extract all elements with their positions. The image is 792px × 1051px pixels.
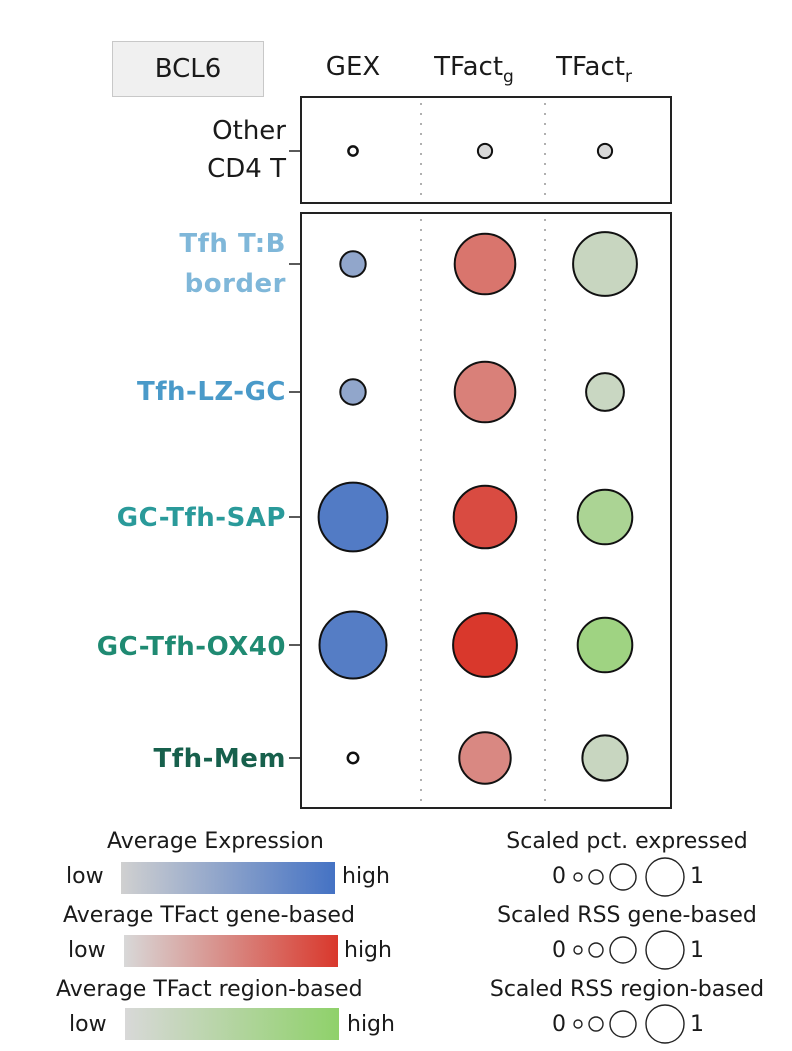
size-legend-min-rss-region: 0 [552,1012,566,1037]
size-legend-circle [573,945,583,955]
size-legend-min-rss-gene: 0 [552,938,566,963]
size-legend-max-rss-region: 1 [690,1012,704,1037]
gradient-bar-tfact-region [125,1008,339,1040]
size-legend-title-rss-gene: Scaled RSS gene-based [497,903,757,928]
legend-low-expression: low [66,864,104,889]
row-label-tfh-lz-gc-text: Tfh-LZ-GC [136,377,286,407]
row-label-tfh-tb-border: Tfh T:B border [179,224,286,304]
legend-high-tfact-gene: high [344,938,392,963]
size-legend-min-pct: 0 [552,864,566,889]
size-legend-circle [588,1016,604,1032]
row-label-other-line1: Other [212,116,286,146]
legend-high-tfact-region: high [347,1012,395,1037]
dot-tfactr-gc-tfh-sap [576,488,634,546]
size-legend-circle [573,1019,583,1029]
row-label-tfh-mem-text: Tfh-Mem [153,744,286,774]
dot-tfactr-tfh-mem [581,734,629,782]
row-label-tfh-lz-gc: Tfh-LZ-GC [137,372,286,412]
dot-tfactr-gc-tfh-ox40 [576,616,634,674]
column-header-tfactg-text: TFact [434,52,504,82]
row-label-gc-tfh-ox40-text: GC-Tfh-OX40 [96,632,286,662]
size-legend-title-rss-region: Scaled RSS region-based [489,977,765,1002]
dot-gex-other-cd4-t [347,145,359,157]
legend-title-expression: Average Expression [107,829,324,854]
row-label-tfh-tb-line2: border [184,269,286,299]
column-header-gex-text: GEX [325,52,381,82]
column-header-tfactg: TFactg [434,52,514,87]
column-header-tfactr-text: TFact [556,52,625,82]
dot-tfactg-tfh-t-b-border [453,232,517,296]
dot-tfactr-tfh-lz-gc [585,372,625,412]
column-header-tfactr-sub: r [624,67,632,87]
dot-gex-tfh-lz-gc [339,378,367,406]
legend-title-tfact-region: Average TFact region-based [56,977,363,1002]
dot-tfactg-gc-tfh-sap [452,484,518,550]
row-label-gc-tfh-sap-text: GC-Tfh-SAP [116,503,286,533]
dot-gex-gc-tfh-ox40 [318,610,388,680]
dot-tfactr-tfh-t-b-border [572,231,638,297]
dots-group [317,142,638,785]
row-label-other-line2: CD4 T [207,154,286,184]
dot-tfactr-other-cd4-t [596,142,614,160]
row-ticks [289,150,301,759]
row-label-tfh-tb-line1: Tfh T:B [179,229,286,259]
dot-tfactg-tfh-mem [458,731,512,785]
size-legend-circle [645,1004,685,1044]
dot-tfactg-tfh-lz-gc [453,360,517,424]
row-label-gc-tfh-sap: GC-Tfh-SAP [117,498,286,538]
legend-low-tfact-region: low [69,1012,107,1037]
size-legend-circle [588,942,604,958]
row-label-other-cd4-t: Other CD4 T [207,112,286,188]
gene-label-box: BCL6 [112,41,264,97]
gradient-bar-expression [121,862,335,894]
size-legend-circle [645,930,685,970]
legend-title-tfact-gene: Average TFact gene-based [63,903,355,928]
size-legend-circle [609,863,637,891]
legend-high-expression: high [342,864,390,889]
panel-tfh [300,212,672,809]
dot-tfactg-gc-tfh-ox40 [452,612,518,678]
dot-plot [289,96,672,809]
row-label-tfh-mem: Tfh-Mem [154,739,286,779]
size-legend-circle [609,1010,637,1038]
dot-gex-gc-tfh-sap [317,481,389,553]
column-header-gex: GEX [326,52,380,82]
gene-label: BCL6 [154,54,222,84]
size-legend-max-pct: 1 [690,864,704,889]
column-header-tfactr: TFactr [556,52,632,87]
dot-tfactg-other-cd4-t [476,142,494,160]
dot-gex-tfh-t-b-border [339,250,367,278]
panel-other [300,96,672,204]
legend-low-tfact-gene: low [68,938,106,963]
gradient-bar-tfact-gene [124,935,338,967]
size-legend-circle [645,857,685,897]
size-legend-circle [609,936,637,964]
size-legend-circle [588,869,604,885]
size-legend-circle [573,872,583,882]
row-label-gc-tfh-ox40: GC-Tfh-OX40 [97,627,286,667]
size-legend-max-rss-gene: 1 [690,938,704,963]
size-legend-title-pct: Scaled pct. expressed [506,829,748,854]
column-header-tfactg-sub: g [503,67,514,87]
dot-gex-tfh-mem [346,751,360,765]
column-dividers [420,103,546,802]
